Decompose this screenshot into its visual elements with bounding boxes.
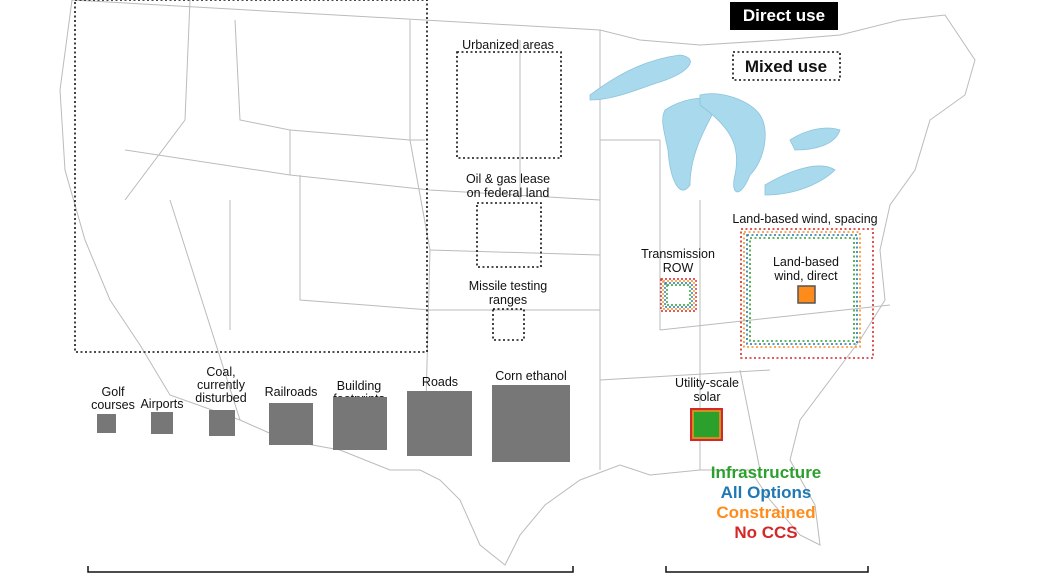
direct-use-legend: Direct use xyxy=(743,6,825,25)
direct-use-square xyxy=(151,412,173,434)
bracket xyxy=(87,566,574,573)
solar-square xyxy=(690,408,723,441)
solar-square-border xyxy=(692,410,721,439)
scenario-name: No CCS xyxy=(734,523,797,542)
mixed-use-box-large xyxy=(74,0,428,353)
label: Missile testing ranges xyxy=(469,279,548,307)
wind-direct-square xyxy=(797,285,816,304)
transmission-box xyxy=(664,282,693,308)
label: Roads xyxy=(422,375,458,389)
us-map xyxy=(59,0,976,566)
transmission-box xyxy=(662,280,695,310)
scenario-name: Infrastructure xyxy=(711,463,822,482)
label: Airports xyxy=(140,397,183,411)
direct-use-legend-box xyxy=(730,2,838,30)
direct-use-square xyxy=(209,410,235,436)
label: Coal, currently disturbed xyxy=(195,365,246,405)
direct-use-square xyxy=(97,414,116,433)
direct-use-square xyxy=(407,391,472,456)
transmission-box xyxy=(660,278,697,312)
wind-spacing-boxes xyxy=(740,228,874,359)
mixed-use-box xyxy=(476,202,542,268)
label: Urbanized areas xyxy=(462,38,554,52)
scenario-name: All Options xyxy=(721,483,812,502)
scenario-name: Constrained xyxy=(716,503,815,522)
label: Land-based wind, direct xyxy=(773,255,839,283)
direct-use-square xyxy=(492,385,570,462)
label: Land-based wind, spacing xyxy=(732,212,877,226)
transmission-box xyxy=(666,284,691,306)
direct-use-square xyxy=(333,397,387,450)
mixed-use-box xyxy=(492,308,525,341)
label: Oil & gas lease on federal land xyxy=(466,172,550,200)
direct-use-square xyxy=(269,403,313,445)
label: Railroads xyxy=(265,385,318,399)
wind-spacing-box xyxy=(743,231,861,348)
bracket xyxy=(665,566,869,573)
label: Corn ethanol xyxy=(495,369,567,383)
label: Golf courses xyxy=(91,385,135,412)
transmission-boxes xyxy=(660,278,697,312)
mixed-use-legend: Mixed use xyxy=(745,57,827,76)
wind-spacing-box xyxy=(746,234,858,345)
label: Utility-scale solar xyxy=(675,376,739,404)
label: Transmission ROW xyxy=(641,247,715,275)
mixed-use-box xyxy=(456,51,562,159)
